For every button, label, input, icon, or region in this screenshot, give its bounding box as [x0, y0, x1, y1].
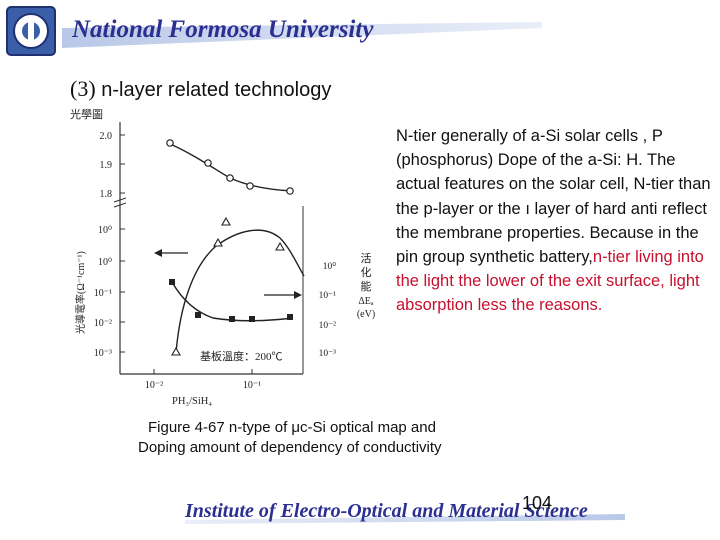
substrate-temp-label: 基板溫度：200℃	[200, 349, 283, 363]
x-tick-label: 10⁻¹	[243, 380, 261, 391]
right-axis-label: (eV)	[357, 309, 375, 320]
footer-institute: Institute of Electro-Optical and Materia…	[185, 500, 588, 522]
right-axis-label: 化	[361, 265, 372, 279]
right-tick-label: 10⁻¹	[319, 291, 337, 301]
y-axis-label: 光導電率(Ω⁻¹cm⁻¹)	[74, 251, 87, 334]
y-tick-label: 10⁰	[98, 225, 112, 236]
y-tick-label: 10⁻¹	[94, 288, 112, 299]
header-title: National Formosa University	[72, 16, 374, 43]
x-tick-label: 10⁻²	[145, 380, 163, 391]
right-tick-label: 10⁻³	[319, 349, 337, 359]
right-axis-label: ΔEₐ	[358, 296, 374, 307]
right-tick-label: 10⁻²	[319, 321, 337, 331]
page-number: 104	[522, 493, 553, 513]
section-heading: n-layer related technology	[101, 79, 332, 101]
y-tick-label: 10⁻³	[94, 348, 112, 359]
right-tick-label: 10⁰	[323, 261, 337, 272]
body-text-highlight: n-tier living into the light the lower o…	[396, 248, 704, 315]
right-axis-label: 能	[361, 279, 372, 293]
header-decoration	[62, 22, 542, 48]
y-tick-label: 1.9	[100, 160, 113, 171]
y-tick-label: 2.0	[100, 131, 113, 142]
right-axis-label: 活	[361, 252, 372, 265]
y-tick-label: 10⁻²	[94, 318, 112, 329]
footer-decoration	[185, 514, 625, 524]
caption-line-2: Doping amount of dependency of conductiv…	[138, 439, 442, 456]
body-text-normal: N-tier generally of a-Si solar cells , P…	[396, 127, 711, 267]
x-axis-label: PH₃/SiH₄	[172, 396, 212, 407]
section-title: (3) n-layer related technology	[70, 76, 331, 102]
university-logo-icon	[6, 6, 56, 56]
y-tick-label: 10⁰	[98, 257, 112, 268]
body-paragraph: N-tier generally of a-Si solar cells , P…	[396, 124, 712, 318]
y-tick-label: 1.8	[100, 189, 113, 200]
conductivity-figure: 光學圖 2.0 1.9 1.8 10⁰ 10⁰ 10⁻¹ 10⁻² 10⁻³ 光…	[68, 106, 398, 414]
section-number: (3)	[70, 76, 96, 101]
figure-top-label: 光學圖	[70, 107, 103, 121]
figure-caption: Figure 4-67 n-type of μc-Si optical map …	[138, 418, 518, 458]
caption-line-1: Figure 4-67 n-type of μc-Si optical map …	[148, 419, 436, 436]
